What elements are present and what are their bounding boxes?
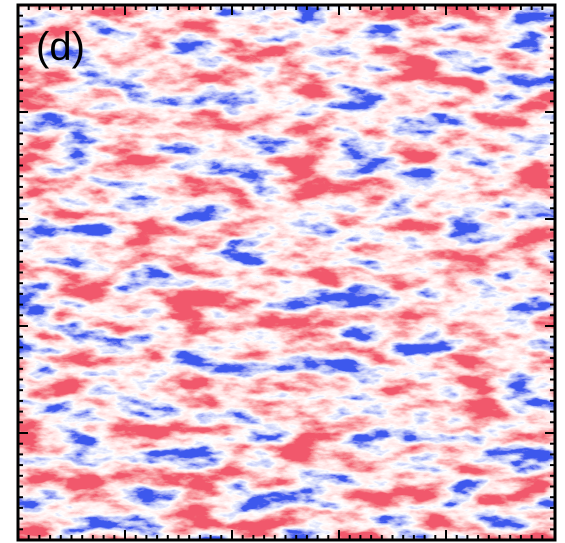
frame <box>16 3 557 542</box>
simulation-field <box>18 5 555 540</box>
panel-label: (d) <box>36 25 85 69</box>
